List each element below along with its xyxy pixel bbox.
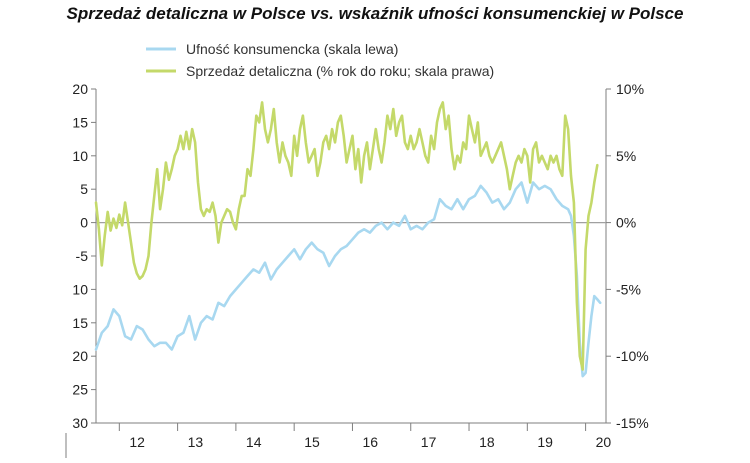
chart-title: Sprzedaż detaliczna w Polsce vs. wskaźni… [66, 4, 684, 23]
x-tick-label: 19 [537, 434, 553, 450]
x-tick-label: 12 [129, 434, 145, 450]
legend-label: Sprzedaż detaliczna (% rok do roku; skal… [186, 63, 494, 79]
right-tick-label: -10% [616, 348, 649, 364]
x-tick-label: 18 [479, 434, 495, 450]
left-tick-label: 5 [80, 181, 88, 197]
right-tick-label: 0% [616, 215, 636, 231]
x-tick-label: 16 [362, 434, 378, 450]
right-tick-label: -15% [616, 415, 649, 431]
left-tick-label: 10 [72, 148, 88, 164]
legend-label: Ufność konsumencka (skala lewa) [186, 41, 398, 57]
series-line-consumer-confidence [94, 181, 602, 378]
right-tick-label: 5% [616, 148, 636, 164]
left-tick-label: 0 [80, 215, 88, 231]
left-tick-label: 15 [72, 315, 88, 331]
left-tick-label: 20 [72, 81, 88, 97]
chart-series [94, 101, 602, 378]
right-tick-label: 10% [616, 81, 644, 97]
left-tick-label: 25 [72, 382, 88, 398]
x-tick-label: 14 [246, 434, 262, 450]
chart-legend: Ufność konsumencka (skala lewa) Sprzedaż … [146, 41, 494, 79]
x-tick-label: 15 [304, 434, 320, 450]
x-tick-label: 13 [188, 434, 204, 450]
left-tick-label: -5 [76, 248, 89, 264]
chart-axes: 20 15 10 5 0 -5 10 15 20 25 30 10% 5% 0% -5% -10% -15% 12… [65, 81, 649, 458]
x-tick-label: 20 [596, 434, 612, 450]
x-tick-label: 17 [421, 434, 437, 450]
left-tick-label: 20 [72, 348, 88, 364]
left-tick-label: 15 [72, 114, 88, 130]
left-tick-label: 30 [72, 415, 88, 431]
series-line-retail-sales [94, 101, 599, 371]
right-tick-label: -5% [616, 281, 641, 297]
left-tick-label: 10 [72, 281, 88, 297]
